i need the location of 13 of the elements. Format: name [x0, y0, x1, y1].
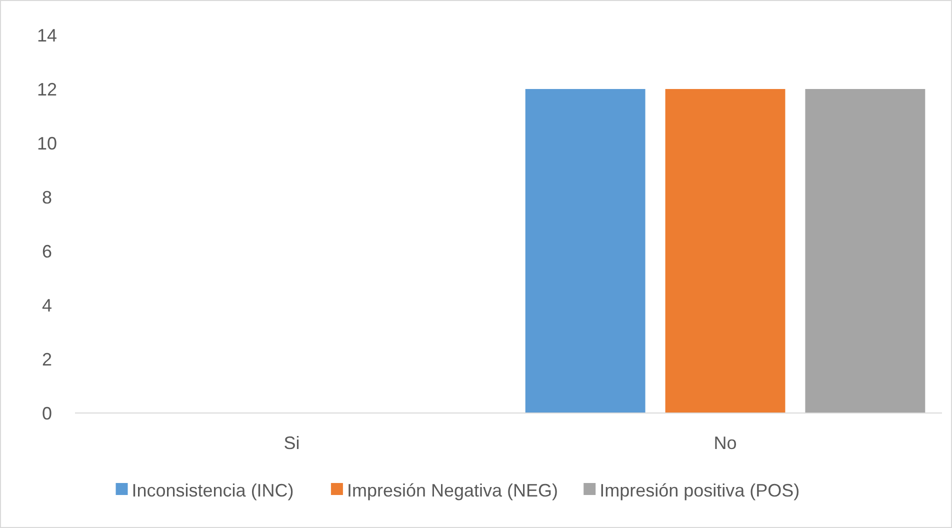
y-tick-label: 0	[42, 403, 52, 424]
y-tick-label: 2	[42, 349, 52, 370]
legend-label: Impresión positiva (POS)	[600, 480, 800, 500]
y-tick-label: 10	[36, 133, 58, 154]
legend-label: Impresión Negativa (NEG)	[346, 480, 558, 500]
x-tick-label: Si	[284, 433, 300, 453]
y-tick-label: 4	[42, 295, 52, 316]
y-tick-label: 6	[42, 241, 52, 262]
y-tick-label: 14	[36, 25, 58, 46]
legend-label: Inconsistencia (INC)	[132, 480, 294, 500]
y-tick-label: 12	[36, 79, 58, 100]
y-tick-label: 8	[42, 187, 52, 208]
x-tick-label: No	[714, 433, 737, 453]
